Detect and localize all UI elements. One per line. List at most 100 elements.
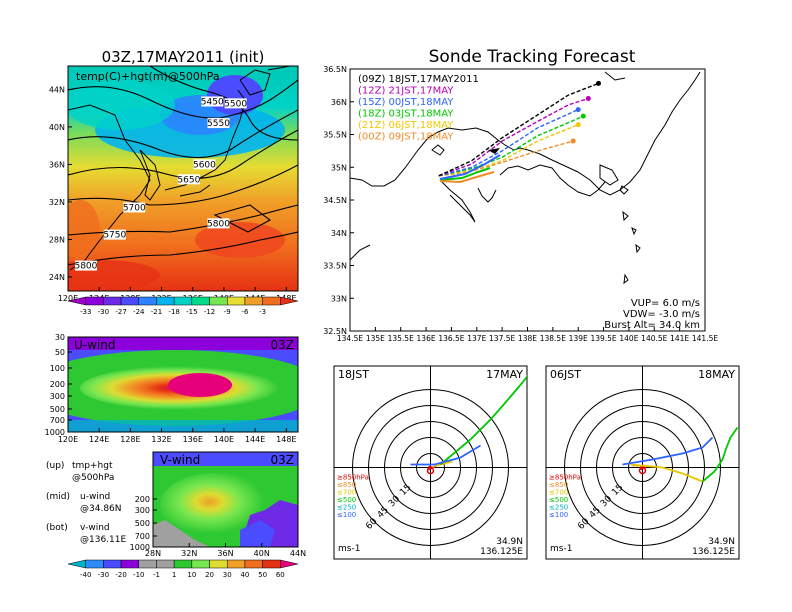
colorbar-swatch bbox=[173, 296, 193, 306]
y-tick-label: 36N bbox=[49, 160, 65, 169]
contour-label-bg bbox=[123, 202, 146, 213]
colorbar-label: -9 bbox=[224, 308, 231, 316]
colorbar-swatch bbox=[103, 559, 122, 569]
trajectories bbox=[438, 80, 601, 184]
hodo-surface-marker bbox=[638, 466, 647, 475]
hodo-trace bbox=[622, 436, 714, 466]
colorbar-swatch bbox=[280, 559, 299, 569]
desc-mid-key: (mid) bbox=[46, 492, 70, 502]
desc-up-text: tmp+hgt bbox=[72, 461, 113, 471]
legend-entry: (09Z) 18JST,17MAY2011 bbox=[358, 74, 479, 85]
hodo-legend-entry: ≤500 bbox=[337, 496, 356, 504]
hodo-surface-marker bbox=[426, 466, 435, 475]
colorbar-label: -20 bbox=[115, 571, 126, 579]
colorbar-label: -15 bbox=[186, 308, 197, 316]
x-tick-label: 128E bbox=[120, 435, 140, 444]
hodo-trace bbox=[432, 464, 437, 469]
x-tick-label: 136E bbox=[183, 435, 203, 444]
x-tick-label: 136E bbox=[417, 334, 436, 343]
hodo-legend-entry: ≤100 bbox=[337, 511, 356, 519]
x-tick-label: 137.5E bbox=[489, 334, 515, 343]
trajectory-endpoint bbox=[570, 138, 576, 144]
trajectory-line bbox=[438, 108, 579, 177]
y-tick-label: 30 bbox=[55, 333, 65, 342]
y-tick-label: 33.5N bbox=[323, 262, 347, 271]
contour-label-bg bbox=[74, 260, 97, 271]
colorbar-label: -30 bbox=[98, 308, 109, 316]
contour-label: 5650 bbox=[177, 175, 200, 185]
hodo-time: 18JST bbox=[338, 368, 369, 381]
hodo-trace bbox=[630, 463, 703, 483]
contour-label-bg bbox=[103, 229, 126, 240]
colorbar-swatch bbox=[191, 559, 210, 569]
hodo-rings bbox=[334, 366, 527, 559]
u-wind-time: 03Z bbox=[271, 338, 295, 352]
y-tick-label: 36N bbox=[331, 98, 347, 107]
hodo-lon: 136.125E bbox=[692, 547, 735, 557]
colorbar-label: -3 bbox=[259, 308, 266, 316]
desc-bot-key: (bot) bbox=[46, 523, 68, 533]
map-y-ticks: 36.5N 36N 35.5N 35N 34.5N 34N 33.5N 33N 32.5N bbox=[323, 65, 354, 336]
trajectory-line bbox=[438, 140, 574, 177]
y-tick-label: 44N bbox=[49, 85, 65, 94]
contour-label-bg bbox=[201, 96, 224, 107]
y-tick-label: 100 bbox=[50, 364, 65, 373]
trajectory-line bbox=[438, 124, 579, 177]
legend-entry: (18Z) 03JST,18MAY bbox=[358, 109, 454, 120]
contour-label: 5800 bbox=[74, 262, 97, 272]
x-tick-label: 139.5E bbox=[590, 334, 616, 343]
trajectory-endpoint bbox=[580, 113, 586, 119]
hodo-rings bbox=[546, 366, 739, 559]
trajectory-burst-marker bbox=[488, 148, 500, 154]
y-tick-label: 1000 bbox=[45, 428, 65, 437]
x-tick-label: 140.5E bbox=[641, 334, 667, 343]
colorbar-swatch bbox=[191, 296, 210, 306]
u-wind-x-ticks: 120E 124E 128E 132E 136E 140E 144E 148E bbox=[58, 428, 296, 444]
y-tick-label: 500 bbox=[50, 405, 65, 414]
colorbar-swatch bbox=[262, 296, 281, 306]
legend-entry: (12Z) 21JST,17MAY bbox=[358, 86, 454, 97]
colorbar-label: 40 bbox=[240, 571, 249, 579]
v-wind-x-ticks: 28N 32N 36N 40N 44N bbox=[145, 543, 306, 558]
hodo-trace bbox=[436, 460, 453, 467]
x-tick-label: 36N bbox=[217, 549, 233, 558]
contour-label-bg bbox=[177, 174, 200, 185]
contour-label-bg bbox=[207, 218, 230, 229]
colorbar-swatch bbox=[209, 296, 228, 306]
trajectory-ascent bbox=[439, 171, 495, 184]
hodo-unit: ms-1 bbox=[550, 544, 572, 554]
trajectory-endpoint bbox=[575, 107, 581, 113]
temp-map-label: temp(C)+hgt(m)@500hPa bbox=[76, 70, 220, 83]
hodo-date: 18MAY bbox=[698, 368, 735, 381]
colorbar-label: -33 bbox=[80, 308, 91, 316]
hodo-lat: 34.9N bbox=[708, 537, 735, 547]
legend-entry: (15Z) 00JST,18MAY bbox=[358, 97, 454, 108]
colorbar-label: -10 bbox=[133, 571, 144, 579]
trajectory-line bbox=[438, 97, 589, 177]
temp-colorbar: -33 -30 -27 -24 -21 -18 -15 -12 -9 -6 -3 bbox=[67, 296, 299, 316]
colorbar-swatch bbox=[280, 296, 299, 306]
y-tick-label: 300 bbox=[135, 506, 150, 515]
colorbar-label: -18 bbox=[168, 308, 179, 316]
colorbar-label: -30 bbox=[98, 571, 109, 579]
colorbar-label: 60 bbox=[276, 571, 285, 579]
y-tick-label: 34N bbox=[331, 229, 347, 238]
y-tick-label: 32.5N bbox=[323, 327, 347, 336]
colorbar-label: -1 bbox=[153, 571, 160, 579]
contour-label: 5450 bbox=[201, 98, 224, 108]
colorbar-swatch bbox=[226, 559, 246, 569]
colorbar-swatch bbox=[138, 559, 157, 569]
temp-hgt-map: temp(C)+hgt(m)@500hPa 5450 5500 5550 5600 56… bbox=[49, 65, 299, 316]
contour-label: 5600 bbox=[193, 160, 216, 170]
param-vdw: VDW= -3.0 m/s bbox=[623, 309, 700, 320]
y-tick-label: 28N bbox=[49, 235, 65, 244]
colorbar-label: 10 bbox=[187, 571, 196, 579]
desc-mid-sub: @34.86N bbox=[80, 504, 122, 514]
colorbar-swatch bbox=[138, 296, 157, 306]
trajectory-map: (09Z) 18JST,17MAY2011(12Z) 21JST,17MAY(1… bbox=[323, 65, 718, 343]
x-tick-label: 138E bbox=[518, 334, 537, 343]
left-title: 03Z,17MAY2011 (init) bbox=[102, 48, 265, 66]
colorbar-label: -27 bbox=[115, 308, 126, 316]
